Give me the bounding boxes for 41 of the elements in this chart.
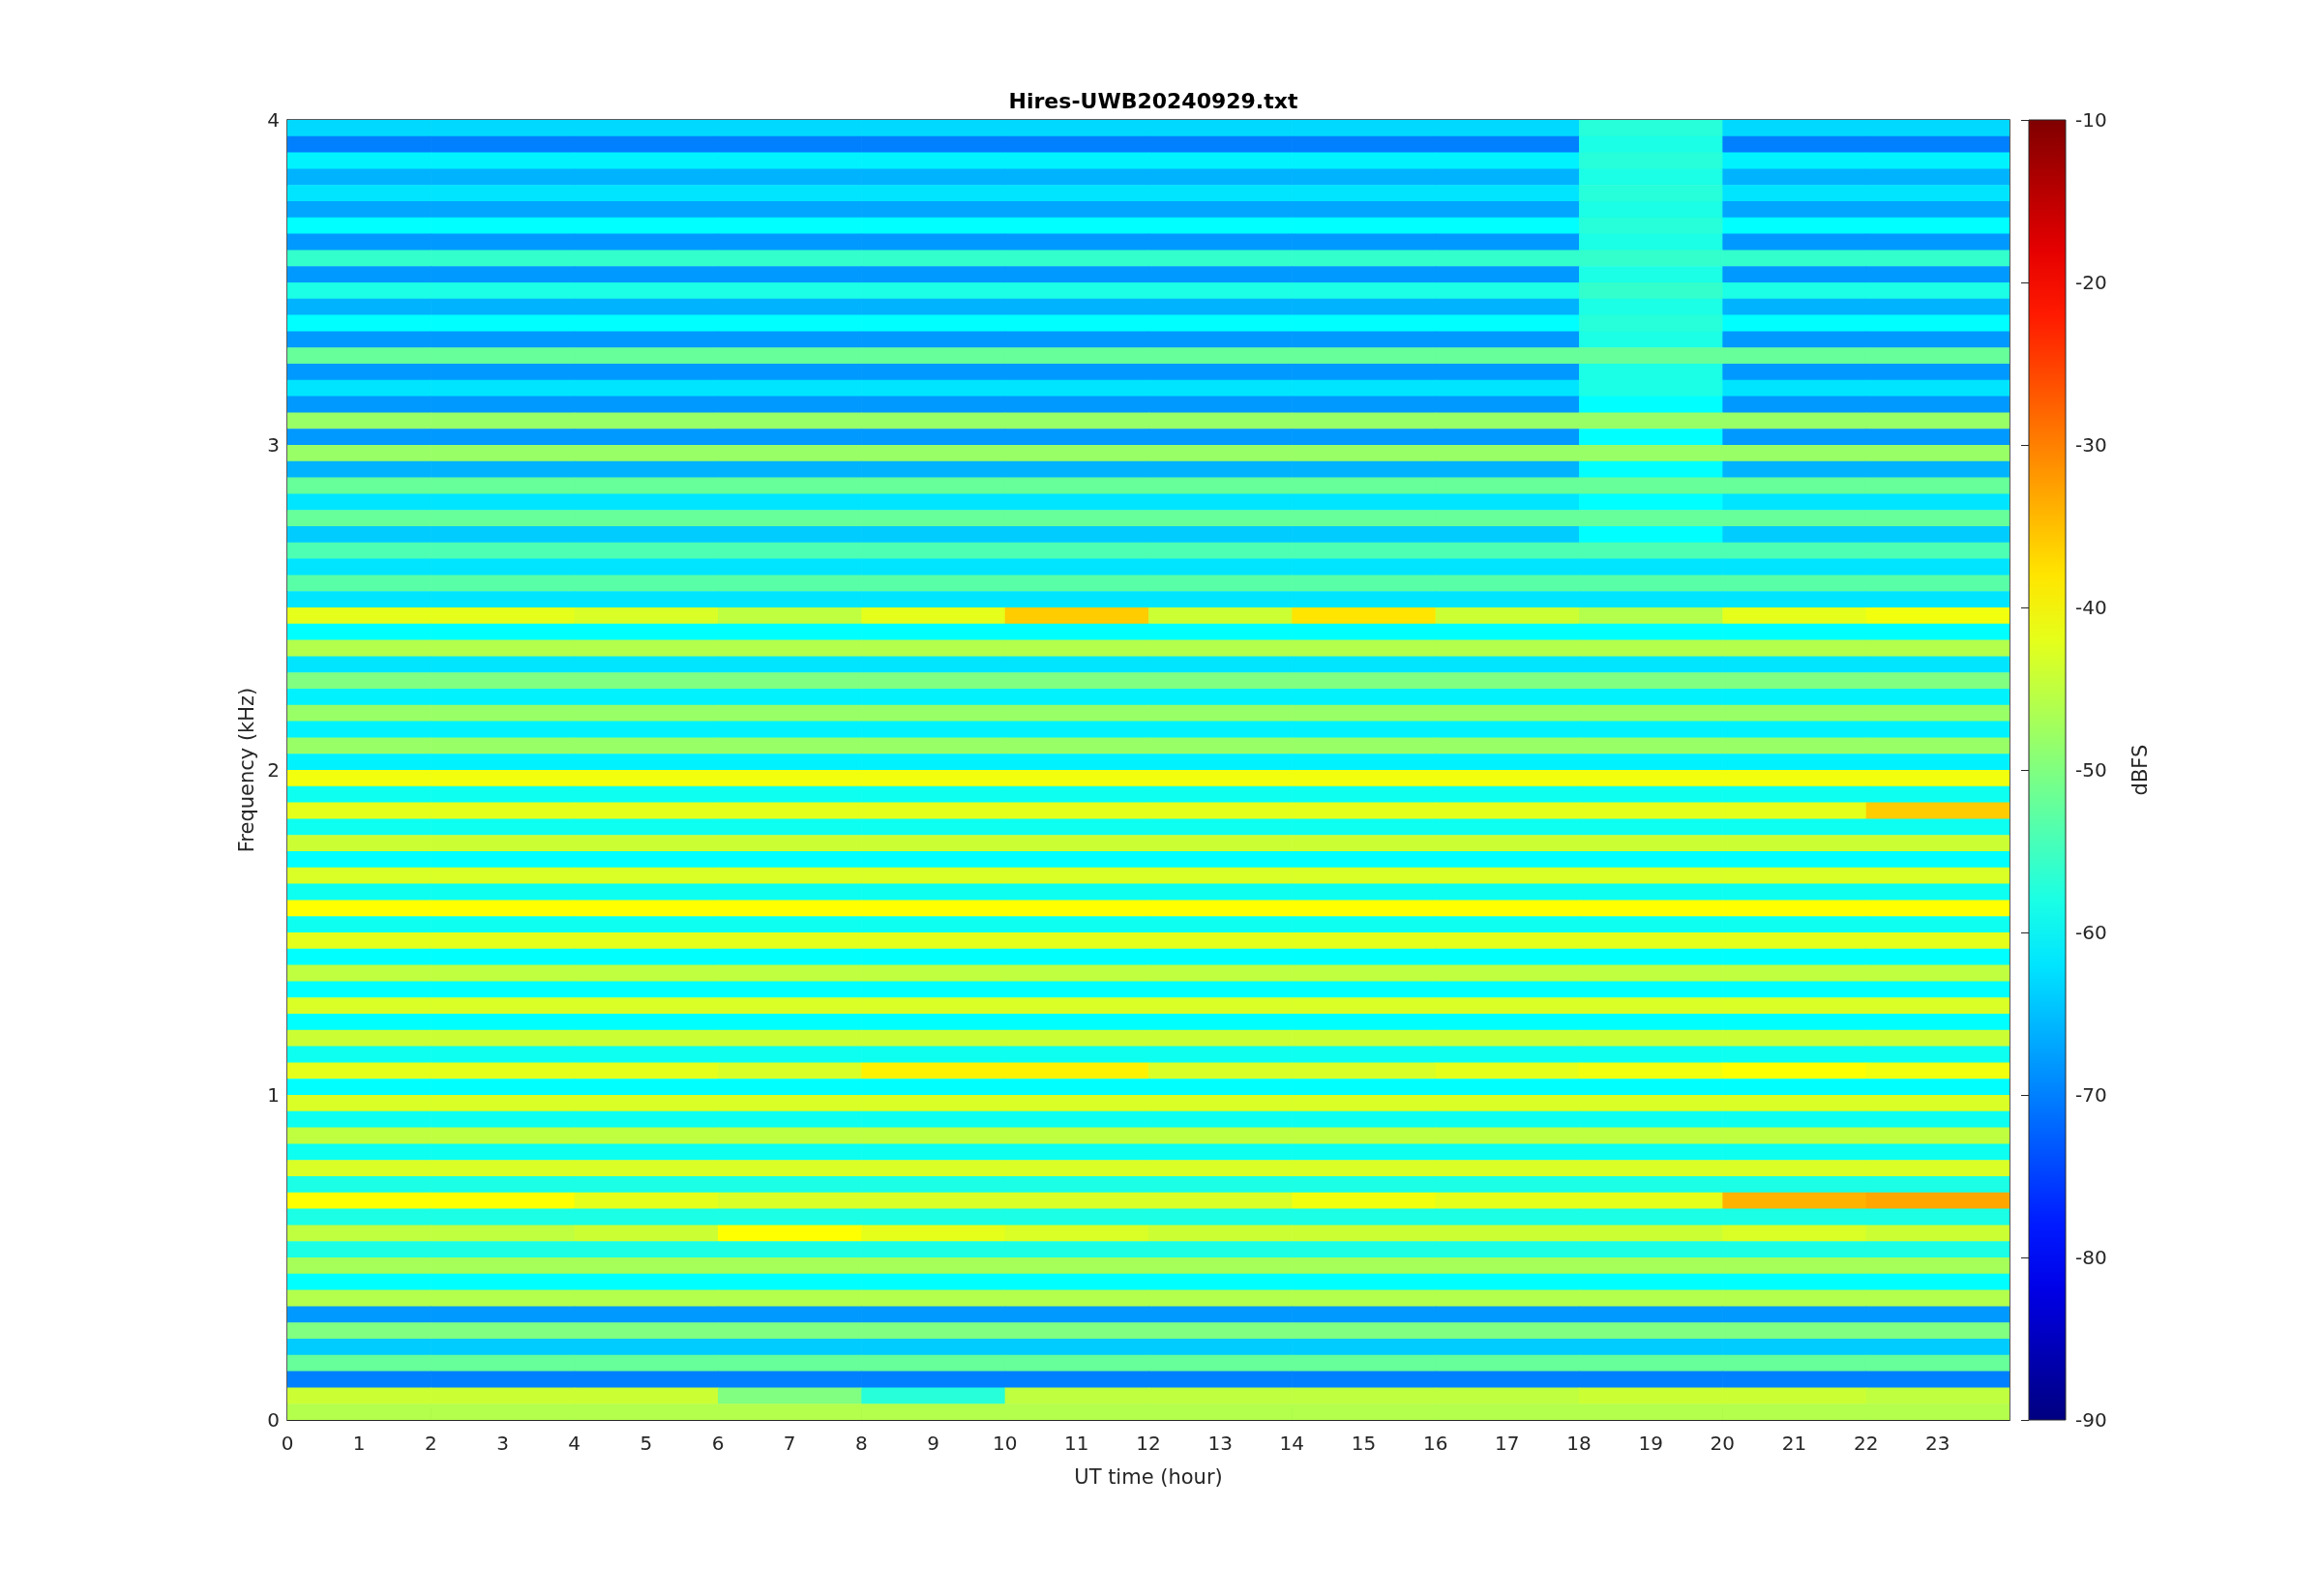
x-tick-label: 18: [1566, 1432, 1592, 1455]
x-tick-label: 10: [992, 1432, 1018, 1455]
x-tick-label: 19: [1638, 1432, 1663, 1455]
x-tick-label: 11: [1064, 1432, 1089, 1455]
color-bar-label: -20: [2075, 271, 2107, 294]
x-tick-label: 16: [1422, 1432, 1448, 1455]
x-tick-label: 15: [1351, 1432, 1377, 1455]
x-tick-label: 7: [783, 1432, 796, 1455]
color-bar-label: -10: [2075, 108, 2107, 132]
x-tick-label: 9: [927, 1432, 939, 1455]
y-axis-title: Frequency (kHz): [234, 687, 258, 853]
x-tick-label: 20: [1710, 1432, 1736, 1455]
x-tick-label: 22: [1853, 1432, 1879, 1455]
color-bar-label: -60: [2075, 921, 2107, 944]
color-bar-label: -70: [2075, 1083, 2107, 1107]
y-tick-label: 3: [267, 433, 280, 457]
chart-title: Hires-UWB20240929.txt: [1008, 88, 1298, 113]
color-bar-label: -30: [2075, 433, 2107, 457]
color-bar-label: -90: [2075, 1408, 2107, 1432]
y-tick-label: 0: [267, 1408, 280, 1432]
y-tick-label: 1: [267, 1083, 280, 1107]
color-bar-label: -50: [2075, 758, 2107, 782]
x-tick-label: 17: [1495, 1432, 1520, 1455]
y-tick-label: 4: [267, 108, 280, 132]
y-tick-label: 2: [267, 758, 280, 782]
x-axis-title: UT time (hour): [1074, 1464, 1223, 1489]
x-tick-label: 5: [640, 1432, 653, 1455]
x-tick-label: 1: [352, 1432, 366, 1455]
x-tick-label: 2: [424, 1432, 437, 1455]
color-bar-label: -80: [2075, 1246, 2107, 1269]
x-tick-label: 4: [568, 1432, 581, 1455]
x-tick-label: 12: [1136, 1432, 1161, 1455]
x-tick-label: 3: [496, 1432, 509, 1455]
x-tick-label: 21: [1781, 1432, 1807, 1455]
x-tick-label: 14: [1279, 1432, 1305, 1455]
x-tick-label: 23: [1925, 1432, 1950, 1455]
x-tick-label: 13: [1207, 1432, 1233, 1455]
color-bar-label: -40: [2075, 596, 2107, 619]
x-tick-label: 6: [711, 1432, 725, 1455]
color-bar-title: dBFS: [2128, 744, 2152, 796]
x-tick-label: 8: [854, 1432, 868, 1455]
